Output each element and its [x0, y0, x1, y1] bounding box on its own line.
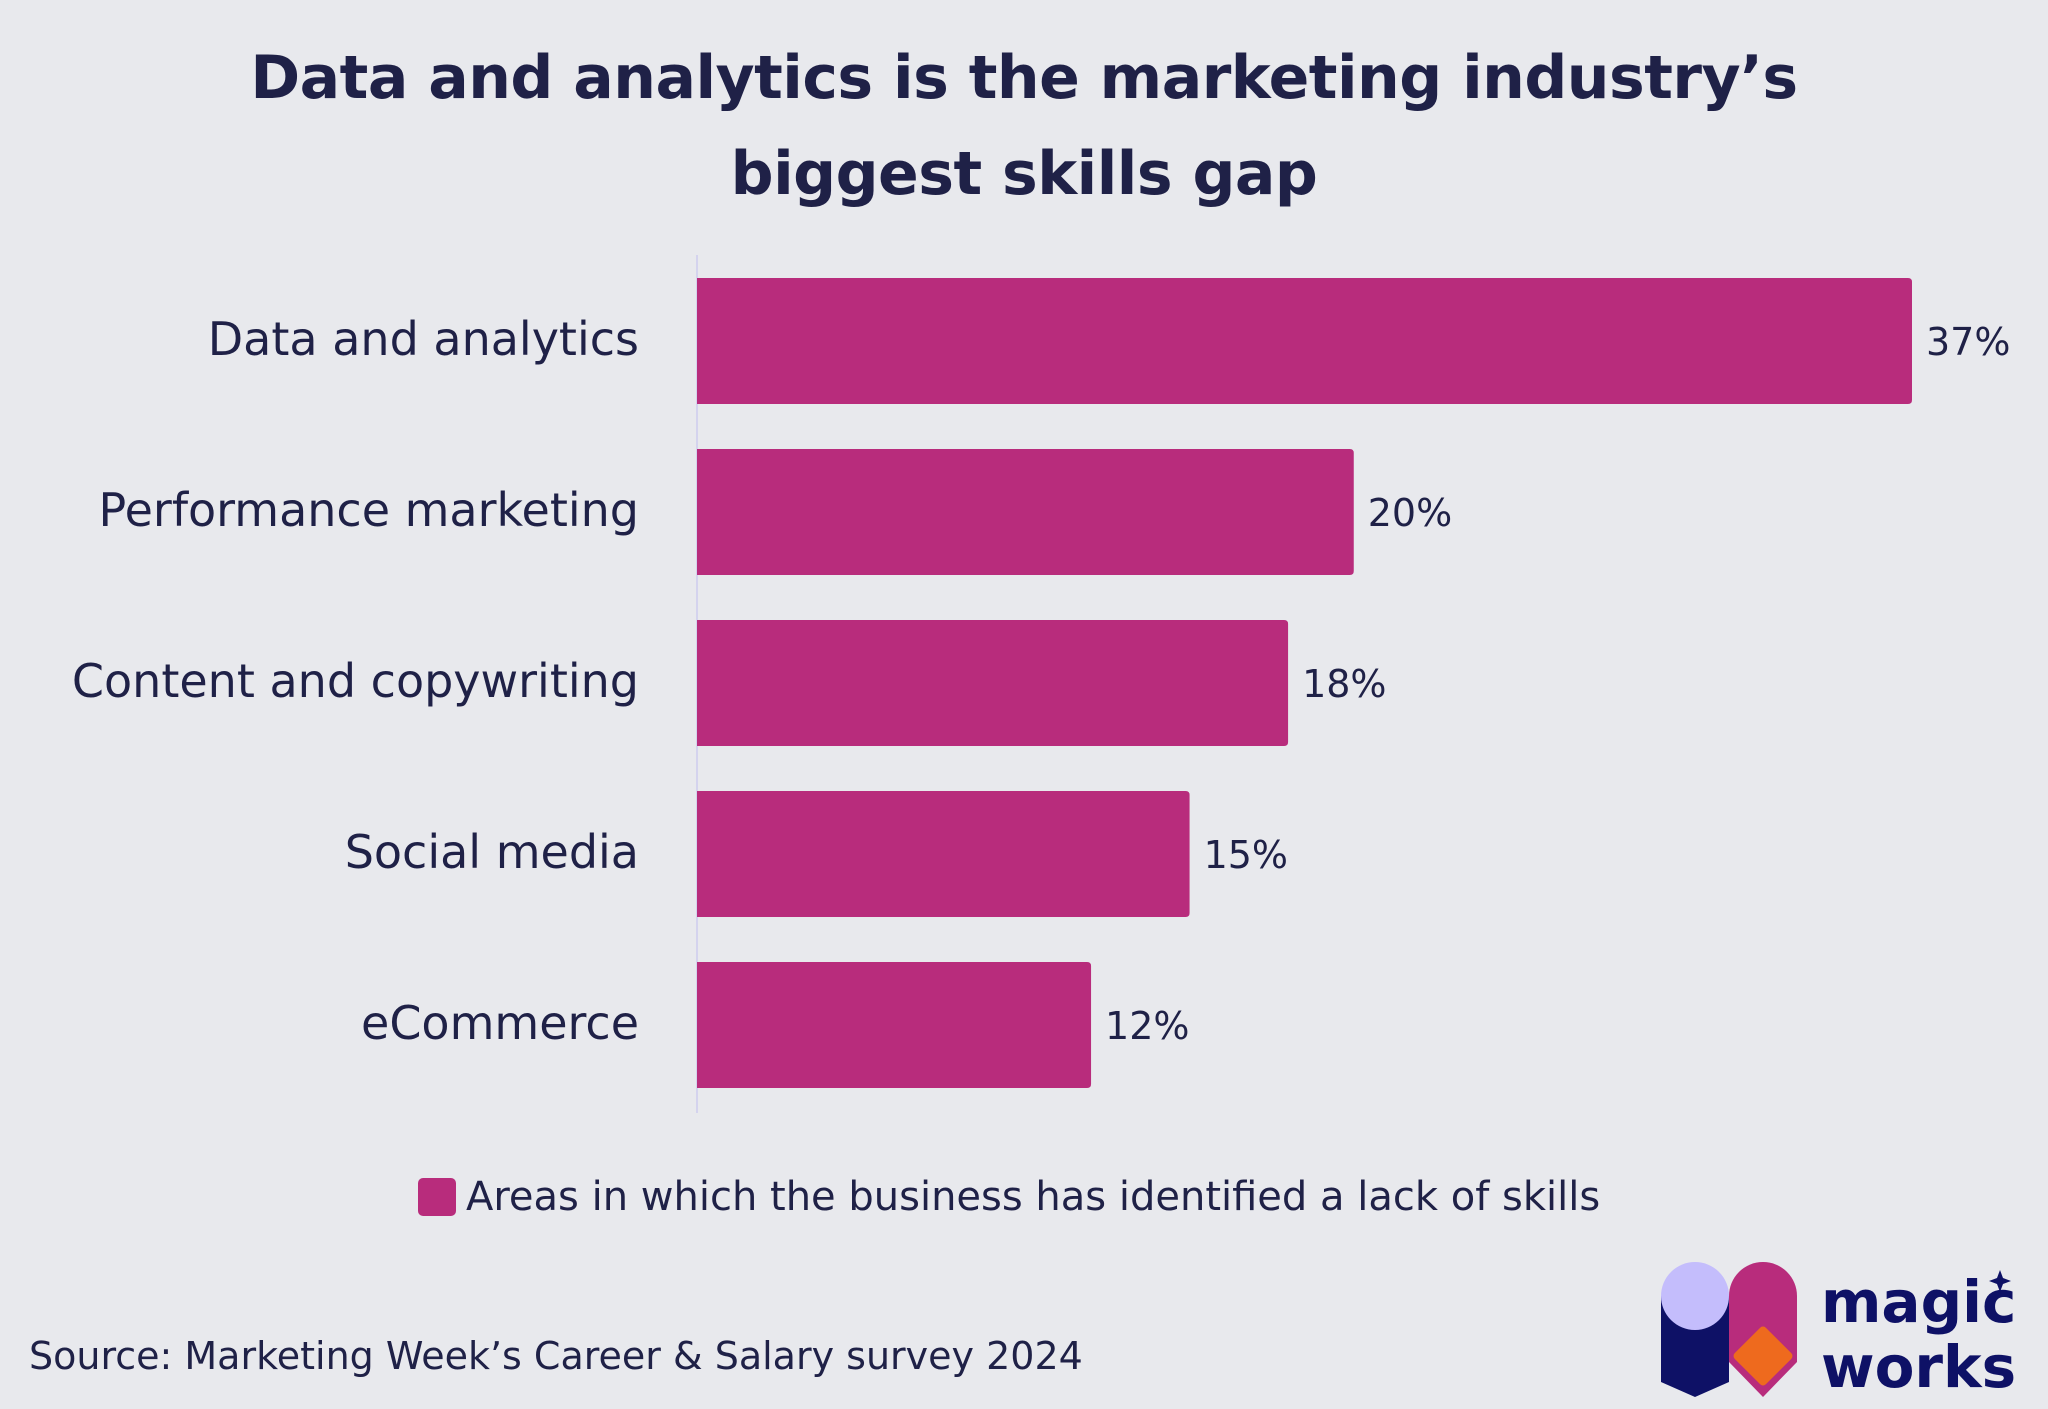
category-label: Performance marketing — [99, 483, 640, 537]
value-label: 18% — [1302, 662, 1386, 706]
value-label: 15% — [1204, 833, 1288, 877]
legend-label: Areas in which the business has identifi… — [466, 1174, 1601, 1220]
chart-title: Data and analytics is the marketing indu… — [0, 30, 2048, 222]
bar — [697, 791, 1190, 917]
category-label: Content and copywriting — [72, 654, 639, 708]
category-label: Social media — [345, 825, 639, 879]
source-note: Source: Marketing Week’s Career & Salary… — [29, 1334, 1083, 1378]
value-label: 37% — [1926, 320, 2010, 364]
bar — [697, 620, 1289, 746]
category-label: eCommerce — [361, 996, 639, 1050]
bar — [697, 962, 1092, 1088]
title-line-2: biggest skills gap — [730, 139, 1318, 209]
bar — [697, 278, 1912, 404]
legend-swatch — [418, 1178, 456, 1216]
magic-works-logo: magic works — [1661, 1262, 2016, 1397]
category-label: Data and analytics — [208, 312, 639, 366]
svg-text:works: works — [1821, 1333, 2016, 1397]
legend: Areas in which the business has identifi… — [418, 1174, 1600, 1220]
value-label: 20% — [1368, 491, 1452, 535]
svg-text:magic: magic — [1821, 1268, 2016, 1336]
value-label: 12% — [1105, 1004, 1189, 1048]
title-line-1: Data and analytics is the marketing indu… — [250, 43, 1798, 113]
bar — [697, 449, 1354, 575]
